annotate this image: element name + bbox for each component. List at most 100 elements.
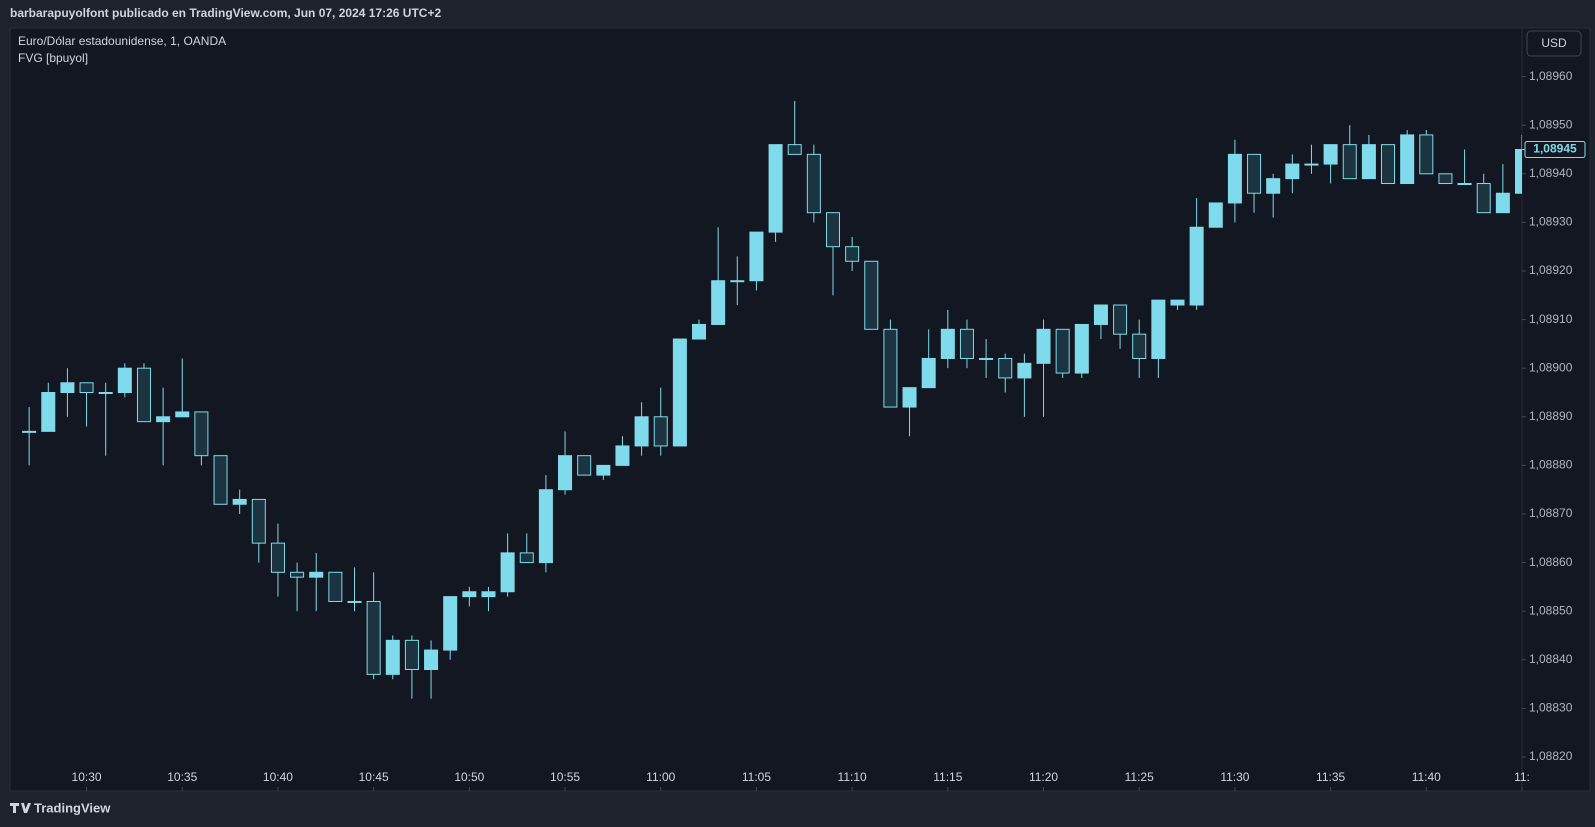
- bullish-body: [1495, 192, 1510, 214]
- x-tick-label: 11:20: [1029, 770, 1058, 784]
- bullish-body: [1208, 202, 1223, 228]
- bearish-body: [1476, 183, 1491, 214]
- y-tick-label: 1,08830: [1529, 701, 1573, 715]
- bearish-body: [136, 367, 151, 423]
- bullish-body: [232, 498, 247, 505]
- bearish-body: [270, 542, 285, 573]
- y-tick-label: 1,08900: [1529, 360, 1573, 374]
- brand-logo: [10, 803, 31, 813]
- bearish-body: [864, 260, 879, 330]
- bearish-body: [290, 571, 305, 578]
- x-tick-label: 10:35: [167, 770, 197, 784]
- bullish-body: [558, 455, 573, 491]
- bullish-body: [347, 600, 362, 603]
- bullish-body: [1400, 134, 1415, 185]
- bullish-body: [175, 411, 190, 418]
- y-tick-label: 1,08860: [1529, 555, 1573, 569]
- bearish-body: [787, 144, 802, 155]
- currency-label: USD: [1541, 36, 1567, 50]
- bullish-body: [1266, 178, 1281, 194]
- y-tick-label: 1,08870: [1529, 506, 1573, 520]
- bullish-body: [424, 649, 439, 671]
- bullish-body: [979, 357, 994, 360]
- plot-area: [22, 100, 1522, 699]
- bearish-body: [883, 328, 898, 408]
- bullish-body: [1285, 163, 1300, 180]
- header-text: barbarapuyolfont publicado en TradingVie…: [10, 6, 441, 20]
- bullish-body: [1017, 362, 1032, 379]
- bullish-body: [1093, 304, 1108, 325]
- bullish-body: [768, 144, 783, 233]
- x-tick-label: 11:40: [1412, 770, 1441, 784]
- bullish-body: [1074, 323, 1089, 374]
- currency-button[interactable]: [1526, 30, 1582, 57]
- bullish-body: [1036, 328, 1051, 364]
- bearish-body: [1113, 304, 1128, 335]
- bullish-body: [385, 639, 400, 675]
- x-tick-label: 10:55: [550, 770, 580, 784]
- y-tick-label: 1,08950: [1529, 117, 1573, 131]
- x-tick-label: 11:30: [1220, 770, 1249, 784]
- x-tick-label: 11:15: [933, 770, 962, 784]
- indicator-label: FVG [bpuyol]: [18, 51, 88, 65]
- bullish-body: [672, 338, 687, 447]
- bullish-body: [1170, 299, 1185, 306]
- x-tick-label: 10:50: [454, 770, 484, 784]
- chart-title: Euro/Dólar estadounidense, 1, OANDA: [18, 34, 226, 48]
- bullish-body: [749, 231, 764, 282]
- bullish-body: [711, 280, 726, 325]
- bearish-body: [653, 416, 668, 447]
- bullish-body: [1361, 144, 1376, 180]
- bearish-body: [1132, 333, 1147, 359]
- y-tick-label: 1,08920: [1529, 263, 1573, 277]
- y-tick-label: 1,08890: [1529, 409, 1573, 423]
- y-tick-label: 1,08930: [1529, 215, 1573, 229]
- bearish-body: [366, 600, 381, 675]
- bullish-body: [1323, 144, 1338, 165]
- bearish-body: [79, 382, 94, 393]
- y-tick-label: 1,08940: [1529, 166, 1573, 180]
- bullish-body: [1457, 183, 1472, 186]
- bullish-body: [1514, 148, 1522, 194]
- bullish-body: [940, 328, 955, 359]
- y-tick-label: 1,08820: [1529, 749, 1573, 763]
- bullish-body: [481, 591, 496, 598]
- bullish-body: [1189, 226, 1204, 306]
- bearish-body: [806, 153, 821, 214]
- bullish-body: [1151, 299, 1166, 359]
- x-tick-label: 11:05: [742, 770, 771, 784]
- x-tick-label: 11:00: [646, 770, 675, 784]
- x-tick-label: 11:10: [838, 770, 867, 784]
- bearish-body: [1381, 144, 1396, 185]
- y-tick-label: 1,08840: [1529, 652, 1573, 666]
- last-price-label: 1,08945: [1533, 142, 1577, 156]
- bullish-body: [462, 591, 477, 598]
- bullish-body: [538, 489, 553, 564]
- bullish-body: [98, 391, 113, 394]
- bullish-body: [156, 416, 171, 423]
- bearish-body: [251, 498, 266, 544]
- x-tick-label: 10:40: [263, 770, 293, 784]
- bearish-body: [577, 455, 592, 476]
- last-price-box: [1524, 140, 1586, 158]
- bullish-body: [22, 430, 37, 433]
- bullish-body: [692, 323, 707, 340]
- y-tick-label: 1,08960: [1529, 69, 1573, 83]
- bearish-body: [1438, 173, 1453, 185]
- bullish-body: [921, 357, 936, 389]
- bullish-body: [1304, 163, 1319, 166]
- bullish-body: [634, 416, 649, 447]
- y-tick-label: 1,08850: [1529, 603, 1573, 617]
- bearish-body: [1419, 134, 1434, 175]
- bullish-body: [1227, 153, 1242, 204]
- x-tick-label: 10:30: [72, 770, 102, 784]
- bullish-body: [60, 382, 75, 393]
- chart-panel: [9, 27, 1591, 792]
- bullish-body: [41, 391, 56, 432]
- bullish-body: [309, 571, 324, 578]
- bullish-body: [615, 445, 630, 466]
- bearish-body: [998, 357, 1013, 379]
- x-tick-label: 11:35: [1316, 770, 1345, 784]
